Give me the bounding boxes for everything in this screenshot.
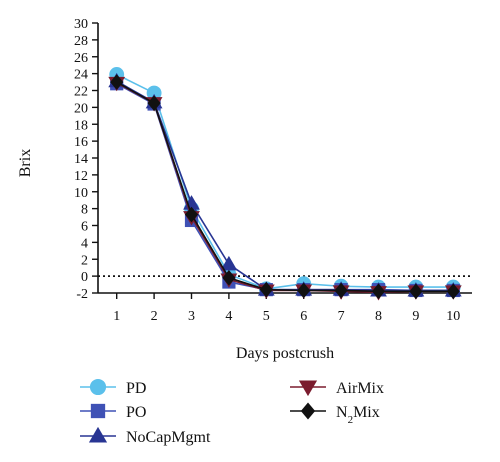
legend-label-nocapmgmt: NoCapMgmt bbox=[126, 429, 211, 446]
series-line-nocapmgmt bbox=[116, 80, 454, 292]
series-layer bbox=[108, 67, 462, 301]
series-pd bbox=[109, 67, 461, 297]
series-line-n2mix bbox=[116, 81, 454, 293]
series-n2mix bbox=[110, 74, 460, 300]
y-tick-label: 4 bbox=[81, 236, 88, 251]
legend-marker-n2mix bbox=[300, 402, 316, 420]
y-tick-label: 8 bbox=[81, 203, 88, 218]
legend-label-airmix: AirMix bbox=[336, 380, 384, 397]
x-tick-label: 3 bbox=[188, 309, 195, 324]
x-tick-label: 8 bbox=[375, 309, 382, 324]
series-airmix bbox=[108, 76, 462, 301]
data-point-n2mix bbox=[184, 206, 199, 223]
series-nocapmgmt bbox=[108, 72, 462, 297]
y-tick-label: 30 bbox=[74, 17, 88, 32]
y-tick-label: 6 bbox=[81, 220, 88, 235]
y-tick-label: 22 bbox=[74, 85, 88, 100]
data-point-n2mix bbox=[297, 282, 311, 299]
legend-label-po: PO bbox=[126, 404, 146, 421]
y-tick-label: 16 bbox=[74, 135, 88, 150]
data-point-n2mix bbox=[446, 283, 460, 300]
data-point-n2mix bbox=[222, 270, 236, 286]
data-point-n2mix bbox=[409, 283, 423, 300]
series-po bbox=[110, 77, 460, 298]
legend-marker-airmix bbox=[298, 380, 318, 397]
x-tick-label: 7 bbox=[338, 309, 345, 324]
legend-item-n2mix: N2Mix bbox=[290, 402, 380, 426]
x-tick-label: 5 bbox=[263, 309, 270, 324]
y-tick-label: 10 bbox=[74, 186, 88, 201]
data-point-nocapmgmt bbox=[220, 255, 238, 271]
data-point-n2mix bbox=[334, 282, 348, 299]
legend-item-pd: PD bbox=[80, 378, 146, 397]
y-tick-label: 24 bbox=[74, 68, 88, 83]
legend-marker-nocapmgmt bbox=[88, 426, 108, 443]
legend-label-pd: PD bbox=[126, 380, 146, 397]
x-tick-label: 9 bbox=[412, 309, 419, 324]
data-point-n2mix bbox=[259, 281, 273, 298]
x-tick-label: 6 bbox=[300, 309, 307, 324]
series-line-po bbox=[116, 83, 454, 292]
legend-marker-pd bbox=[89, 378, 107, 396]
legend-item-po: PO bbox=[80, 403, 146, 421]
x-tick-label: 10 bbox=[446, 309, 460, 324]
legend-item-nocapmgmt: NoCapMgmt bbox=[80, 426, 211, 446]
series-line-airmix bbox=[116, 82, 454, 293]
x-tick-label: 4 bbox=[225, 309, 232, 324]
data-point-n2mix bbox=[110, 74, 124, 90]
y-tick-label: 18 bbox=[74, 118, 88, 133]
y-tick-label: 12 bbox=[74, 169, 88, 184]
legend: PD PO NoCapMgmt AirMix N2Mix bbox=[80, 378, 384, 446]
y-tick-label: -2 bbox=[76, 287, 88, 302]
series-line-pd bbox=[116, 73, 454, 290]
y-tick-label: 20 bbox=[74, 101, 88, 116]
y-tick-label: 26 bbox=[74, 51, 88, 66]
legend-marker-po bbox=[90, 403, 106, 419]
y-tick-label: 14 bbox=[74, 152, 88, 167]
legend-item-airmix: AirMix bbox=[290, 380, 384, 397]
data-point-n2mix bbox=[147, 95, 161, 111]
x-axis-label: Days postcrush bbox=[236, 345, 334, 362]
y-tick-label: 2 bbox=[81, 253, 88, 268]
y-tick-label: 0 bbox=[81, 270, 88, 285]
y-tick-label: 28 bbox=[74, 34, 88, 49]
data-point-pd bbox=[146, 85, 162, 101]
data-point-n2mix bbox=[371, 283, 386, 300]
legend-label-n2mix: N2Mix bbox=[336, 404, 380, 426]
x-tick-label: 2 bbox=[151, 309, 158, 324]
y-axis-label: Brix bbox=[17, 149, 34, 177]
x-tick-label: 1 bbox=[113, 309, 120, 324]
